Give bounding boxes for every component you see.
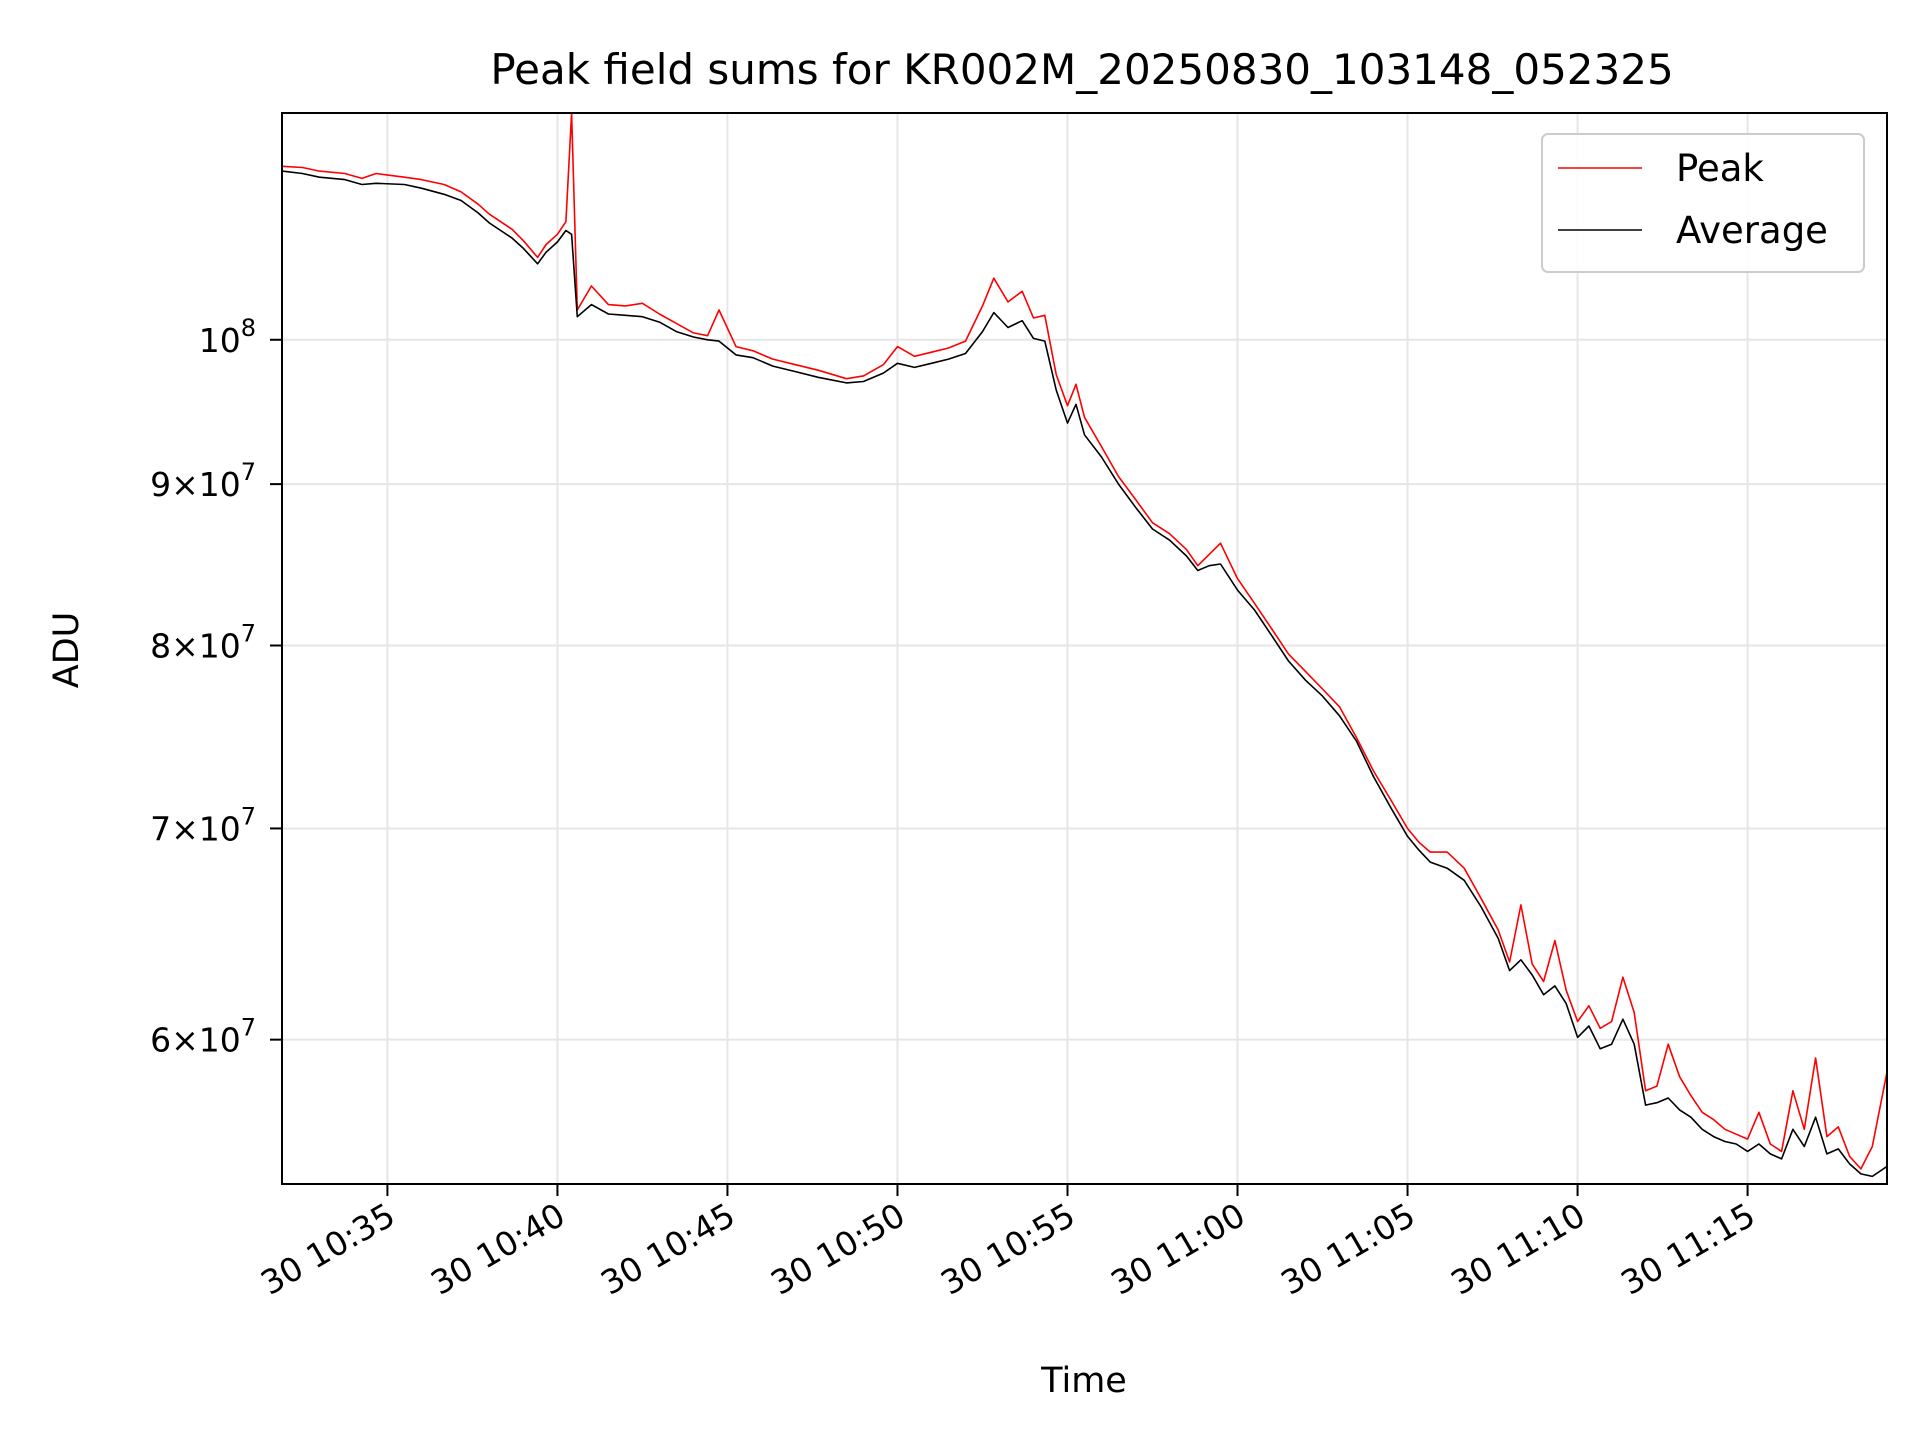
legend-peak-label: Peak <box>1676 147 1764 190</box>
grid <box>282 113 1887 1184</box>
series-line-average <box>282 170 1887 1178</box>
series-layer <box>282 113 1887 1178</box>
y-axis-ticks: 108 9×107 8×107 7×107 6×107 <box>150 314 282 1060</box>
y-axis-label: ADU <box>47 612 87 689</box>
chart-title: Peak field sums for KR002M_20250830_1031… <box>490 45 1673 94</box>
y-tick-label: 108 <box>199 314 256 360</box>
series-line-peak <box>282 113 1887 1170</box>
plot-frame <box>281 112 1888 1185</box>
y-tick-label: 7×107 <box>150 802 256 848</box>
y-tick-label: 9×107 <box>150 458 256 504</box>
x-axis-label: Time <box>1040 1361 1127 1401</box>
y-tick-label: 8×107 <box>150 619 256 665</box>
y-tick-label: 6×107 <box>150 1014 256 1060</box>
legend-average-label: Average <box>1676 209 1828 252</box>
legend: Peak Average <box>1541 133 1865 273</box>
